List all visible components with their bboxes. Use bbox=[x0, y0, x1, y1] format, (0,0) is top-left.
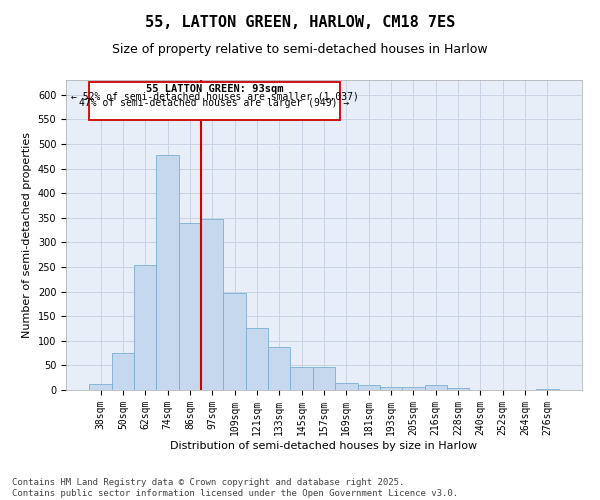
Text: ← 52% of semi-detached houses are smaller (1,037): ← 52% of semi-detached houses are smalle… bbox=[71, 92, 358, 102]
Text: 47% of semi-detached houses are larger (949) →: 47% of semi-detached houses are larger (… bbox=[79, 98, 350, 108]
Bar bbox=[134, 264, 157, 390]
Bar bbox=[536, 388, 559, 390]
Bar bbox=[201, 220, 223, 390]
Text: 55 LATTON GREEN: 93sqm: 55 LATTON GREEN: 93sqm bbox=[146, 84, 283, 94]
Bar bbox=[402, 386, 425, 390]
Bar bbox=[425, 385, 447, 390]
Bar bbox=[179, 222, 201, 390]
Text: 55, LATTON GREEN, HARLOW, CM18 7ES: 55, LATTON GREEN, HARLOW, CM18 7ES bbox=[145, 15, 455, 30]
Y-axis label: Number of semi-detached properties: Number of semi-detached properties bbox=[22, 132, 32, 338]
Bar bbox=[246, 328, 268, 390]
Bar bbox=[89, 82, 340, 120]
Bar bbox=[112, 353, 134, 390]
Bar bbox=[380, 387, 402, 390]
Bar bbox=[268, 347, 290, 390]
Text: Size of property relative to semi-detached houses in Harlow: Size of property relative to semi-detach… bbox=[112, 42, 488, 56]
Bar bbox=[223, 293, 246, 390]
Bar bbox=[89, 384, 112, 390]
Text: Contains HM Land Registry data © Crown copyright and database right 2025.
Contai: Contains HM Land Registry data © Crown c… bbox=[12, 478, 458, 498]
Bar bbox=[290, 368, 313, 390]
Bar bbox=[313, 368, 335, 390]
Bar bbox=[358, 385, 380, 390]
Bar bbox=[447, 388, 469, 390]
X-axis label: Distribution of semi-detached houses by size in Harlow: Distribution of semi-detached houses by … bbox=[170, 440, 478, 450]
Bar bbox=[157, 156, 179, 390]
Bar bbox=[335, 383, 358, 390]
